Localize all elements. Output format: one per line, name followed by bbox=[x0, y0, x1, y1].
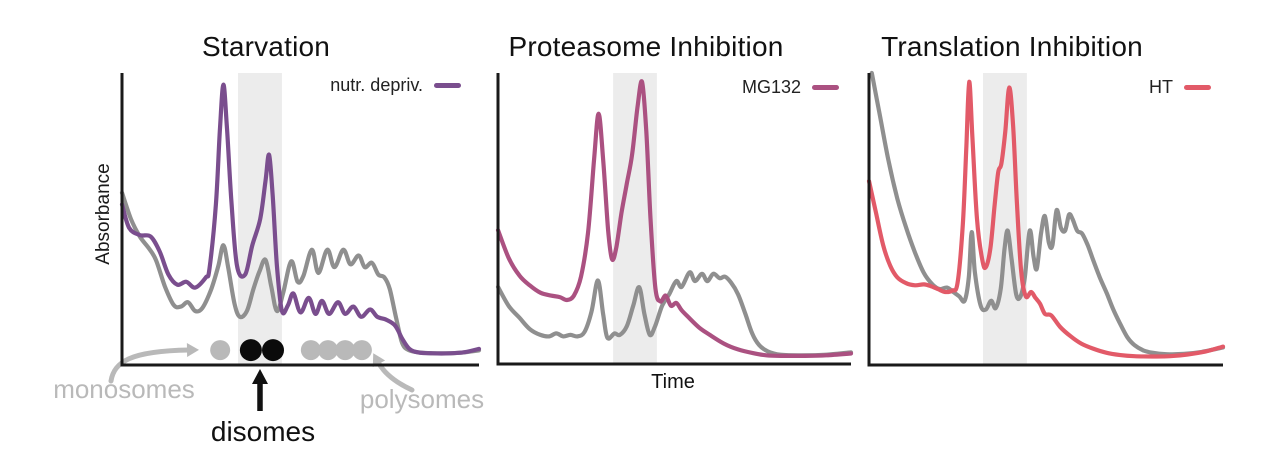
axes bbox=[120, 73, 479, 367]
baseline-gray-curve bbox=[119, 190, 482, 356]
panel-title-proteasome-inhibition: Proteasome Inhibition bbox=[508, 31, 784, 62]
nutr-depriv-curve bbox=[119, 82, 482, 356]
baseline-gray-curve bbox=[869, 70, 1226, 357]
ht-curve bbox=[866, 79, 1226, 359]
polysomes-dot bbox=[335, 340, 356, 361]
polysomes-dot bbox=[351, 340, 372, 361]
disomes-label: disomes bbox=[210, 416, 316, 447]
disomes-dot bbox=[239, 339, 262, 362]
legend-translation: HT bbox=[1149, 77, 1211, 98]
legend-label-mg132: MG132 bbox=[741, 77, 801, 97]
legend-swatch-ht bbox=[1184, 85, 1211, 90]
mg132-curve bbox=[495, 79, 854, 359]
legend-label-nutr-depriv: nutr. depriv. bbox=[330, 75, 423, 95]
monosome-dot bbox=[210, 340, 231, 361]
polysomes-label: polysomes bbox=[359, 384, 485, 414]
panel-title-starvation: Starvation bbox=[201, 31, 331, 62]
legend-proteasome: MG132 bbox=[742, 77, 839, 98]
polysomes-dot bbox=[300, 340, 321, 361]
monosomes-arrow bbox=[108, 343, 199, 384]
baseline-gray-curve bbox=[495, 270, 854, 358]
axes bbox=[496, 73, 851, 366]
disomes-dot bbox=[262, 339, 285, 362]
y-axis-label-absorbance: Absorbance bbox=[93, 163, 114, 265]
legend-starvation: nutr. depriv. bbox=[330, 75, 461, 96]
legend-label-ht: HT bbox=[1149, 77, 1173, 97]
panel-title-translation-inhibition: Translation Inhibition bbox=[881, 31, 1143, 62]
axes bbox=[867, 73, 1223, 367]
polysomes-dot bbox=[317, 340, 338, 361]
legend-swatch-nutr-depriv bbox=[434, 83, 461, 88]
legend-swatch-mg132 bbox=[812, 85, 839, 90]
x-axis-label-time: Time bbox=[651, 371, 695, 393]
monosomes-label: monosomes bbox=[53, 374, 195, 404]
